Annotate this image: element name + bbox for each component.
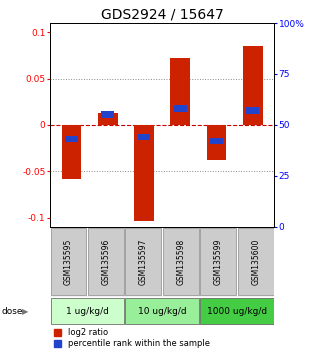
Bar <box>62 125 82 179</box>
Text: 10 ug/kg/d: 10 ug/kg/d <box>138 307 187 316</box>
Bar <box>126 228 161 296</box>
Bar <box>200 298 274 324</box>
Text: GSM135598: GSM135598 <box>176 239 185 285</box>
Bar <box>163 228 199 296</box>
Bar <box>101 112 114 118</box>
Bar <box>206 125 226 160</box>
Bar <box>50 228 86 296</box>
Text: GSM135597: GSM135597 <box>139 239 148 285</box>
Bar <box>137 134 151 141</box>
Text: GSM135600: GSM135600 <box>251 239 260 285</box>
Text: 1000 ug/kg/d: 1000 ug/kg/d <box>207 307 267 316</box>
Bar <box>126 298 199 324</box>
Text: dose: dose <box>2 307 23 316</box>
Title: GDS2924 / 15647: GDS2924 / 15647 <box>101 8 223 22</box>
Text: 1 ug/kg/d: 1 ug/kg/d <box>66 307 108 316</box>
Bar <box>98 113 118 125</box>
Text: ▶: ▶ <box>22 307 28 316</box>
Bar <box>243 46 263 125</box>
Bar <box>238 228 274 296</box>
Legend: log2 ratio, percentile rank within the sample: log2 ratio, percentile rank within the s… <box>54 328 210 348</box>
Text: GSM135599: GSM135599 <box>214 239 223 285</box>
Text: GSM135596: GSM135596 <box>101 239 110 285</box>
Bar <box>50 298 124 324</box>
Bar <box>88 228 124 296</box>
Bar <box>210 138 223 144</box>
Bar <box>174 105 187 112</box>
Bar <box>65 136 78 142</box>
Bar <box>246 107 259 114</box>
Text: GSM135595: GSM135595 <box>64 239 73 285</box>
Bar <box>200 228 236 296</box>
Bar <box>170 58 190 125</box>
Bar <box>134 125 154 221</box>
